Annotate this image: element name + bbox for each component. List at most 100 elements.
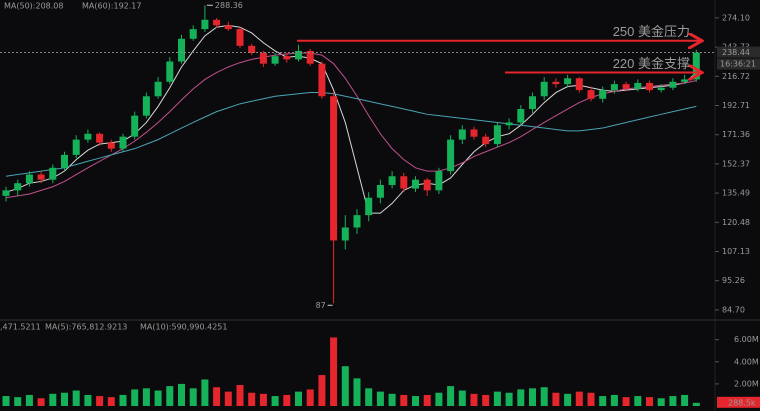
volume-bar <box>412 396 419 406</box>
candle-body <box>470 129 478 137</box>
volume-bar <box>692 402 700 406</box>
candle-body <box>248 45 256 54</box>
candle-body <box>37 174 45 180</box>
volume-bar <box>493 391 501 406</box>
candle-body <box>131 115 139 137</box>
volume-bar <box>400 394 408 406</box>
volume-bar <box>634 396 642 406</box>
volume-bar <box>470 393 478 406</box>
volume-bar <box>131 389 139 406</box>
volume-bar <box>353 378 361 406</box>
volume-bar <box>2 396 10 406</box>
volume-bar <box>166 386 174 406</box>
candle-body <box>61 154 68 168</box>
volume-bar <box>517 389 525 406</box>
candle-body <box>435 171 443 191</box>
y-tick-label: 84.70 <box>722 305 745 314</box>
candle-body <box>365 197 373 216</box>
volume-bar <box>376 391 384 406</box>
volume-bar <box>178 383 185 406</box>
candle-body <box>259 53 267 64</box>
candle-body <box>529 96 536 110</box>
volume-bar <box>72 390 80 406</box>
candle-body <box>587 90 595 99</box>
volume-legend: ,471.5211 <box>0 323 41 332</box>
candle-body <box>423 179 431 191</box>
volume-bar <box>447 386 455 406</box>
volume-bar <box>505 392 513 406</box>
candle-body <box>610 84 618 91</box>
candle-body <box>84 133 92 140</box>
candle-body <box>2 190 10 196</box>
volume-legend: MA(5):765,812.9213 <box>45 323 127 332</box>
candle-body <box>25 174 33 184</box>
volume-bar <box>564 393 572 406</box>
volume-bar <box>482 394 490 406</box>
candle-body <box>458 129 466 140</box>
candle-body <box>692 52 700 80</box>
volume-tick-label: 4.00M <box>734 357 759 366</box>
volume-bar <box>49 393 57 406</box>
candle-body <box>517 109 525 123</box>
candle-body <box>142 96 150 116</box>
candle-body <box>388 176 396 185</box>
candle-body <box>400 176 408 189</box>
candle-body <box>622 84 630 89</box>
candle-body <box>540 81 548 97</box>
volume-bar <box>224 391 232 406</box>
candle-body <box>330 96 338 241</box>
candle-body <box>482 136 490 145</box>
volume-bar <box>657 398 665 406</box>
volume-bar <box>318 375 326 406</box>
volume-bar <box>306 389 314 406</box>
candle-body <box>236 29 244 46</box>
y-tick-label: 274.10 <box>722 13 750 22</box>
volume-bar <box>248 392 256 406</box>
candle-body <box>14 183 22 191</box>
volume-bar <box>610 394 618 406</box>
low-label: 87 <box>316 301 326 310</box>
volume-bar <box>154 390 162 406</box>
candle-body <box>107 142 115 149</box>
candle-body <box>166 61 174 82</box>
last-price-box <box>717 46 760 58</box>
candle-body <box>72 139 80 155</box>
volume-bar <box>96 396 104 406</box>
ma-legend: MA(50):208.08 <box>4 2 63 11</box>
candle-body <box>681 79 689 82</box>
candle-body <box>295 50 302 60</box>
ma-legend: MA(60):192.17 <box>82 2 141 11</box>
volume-bar <box>587 392 595 406</box>
candle-body <box>189 29 197 39</box>
volume-bar <box>575 391 583 406</box>
volume-bar <box>14 397 22 406</box>
volume-bar <box>107 397 115 406</box>
candle-body <box>178 38 185 62</box>
candle-body <box>412 179 419 189</box>
ma-line <box>5 92 697 177</box>
volume-tick-label: 6.00M <box>734 335 759 344</box>
volume-bar <box>213 387 221 406</box>
candle-body <box>505 122 513 126</box>
candle-body <box>353 215 361 228</box>
annotation-text: 220 美金支撑 <box>613 56 690 71</box>
volume-bar <box>119 394 127 406</box>
volume-bar <box>295 391 302 406</box>
volume-legend: MA(10):590,990.4251 <box>140 323 227 332</box>
countdown-box <box>717 58 760 70</box>
volume-bar <box>84 394 92 406</box>
volume-bar <box>365 388 373 406</box>
candle-body <box>213 19 221 26</box>
candle-body <box>96 133 104 143</box>
volume-bar <box>669 396 677 406</box>
volume-bar <box>599 396 607 406</box>
volume-bar <box>283 394 291 406</box>
volume-bar <box>423 394 431 406</box>
candle-body <box>119 136 127 149</box>
candle-body <box>669 81 677 88</box>
y-tick-label: 152.37 <box>722 159 750 168</box>
volume-bar <box>458 390 466 406</box>
